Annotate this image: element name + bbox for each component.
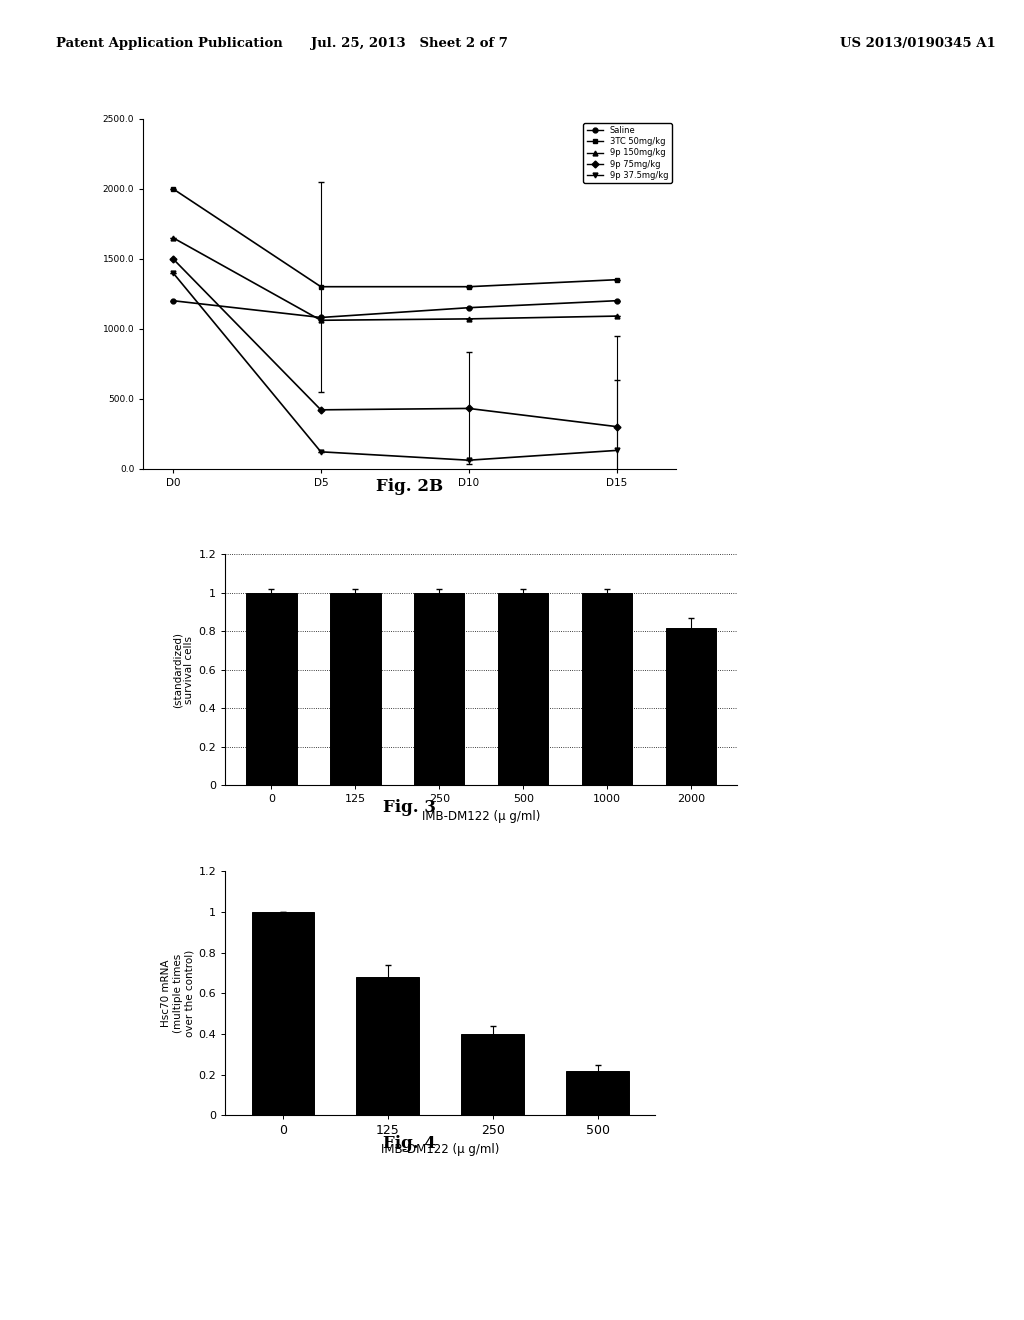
- Bar: [330, 593, 381, 785]
- Text: Patent Application Publication: Patent Application Publication: [56, 37, 283, 50]
- Y-axis label: (standardized)
survival cells: (standardized) survival cells: [173, 632, 195, 708]
- Bar: [498, 593, 549, 785]
- Text: Jul. 25, 2013   Sheet 2 of 7: Jul. 25, 2013 Sheet 2 of 7: [311, 37, 508, 50]
- Text: Fig. 2B: Fig. 2B: [376, 478, 443, 495]
- Text: Fig. 3: Fig. 3: [383, 799, 436, 816]
- Legend: Saline, 3TC 50mg/kg, 9p 150mg/kg, 9p 75mg/kg, 9p 37.5mg/kg: Saline, 3TC 50mg/kg, 9p 150mg/kg, 9p 75m…: [584, 123, 672, 183]
- Y-axis label: Hsc70 mRNA
(multiple times
over the control): Hsc70 mRNA (multiple times over the cont…: [161, 949, 195, 1038]
- Bar: [666, 627, 717, 785]
- Bar: [252, 912, 314, 1115]
- Bar: [566, 1071, 629, 1115]
- Bar: [414, 593, 465, 785]
- Bar: [356, 977, 420, 1115]
- X-axis label: IMB-DM122 (μ g/ml): IMB-DM122 (μ g/ml): [381, 1143, 500, 1156]
- Bar: [246, 593, 297, 785]
- Text: Fig. 4: Fig. 4: [383, 1135, 436, 1152]
- Bar: [461, 1034, 524, 1115]
- Bar: [582, 593, 633, 785]
- X-axis label: IMB-DM122 (μ g/ml): IMB-DM122 (μ g/ml): [422, 810, 541, 822]
- Text: US 2013/0190345 A1: US 2013/0190345 A1: [840, 37, 995, 50]
